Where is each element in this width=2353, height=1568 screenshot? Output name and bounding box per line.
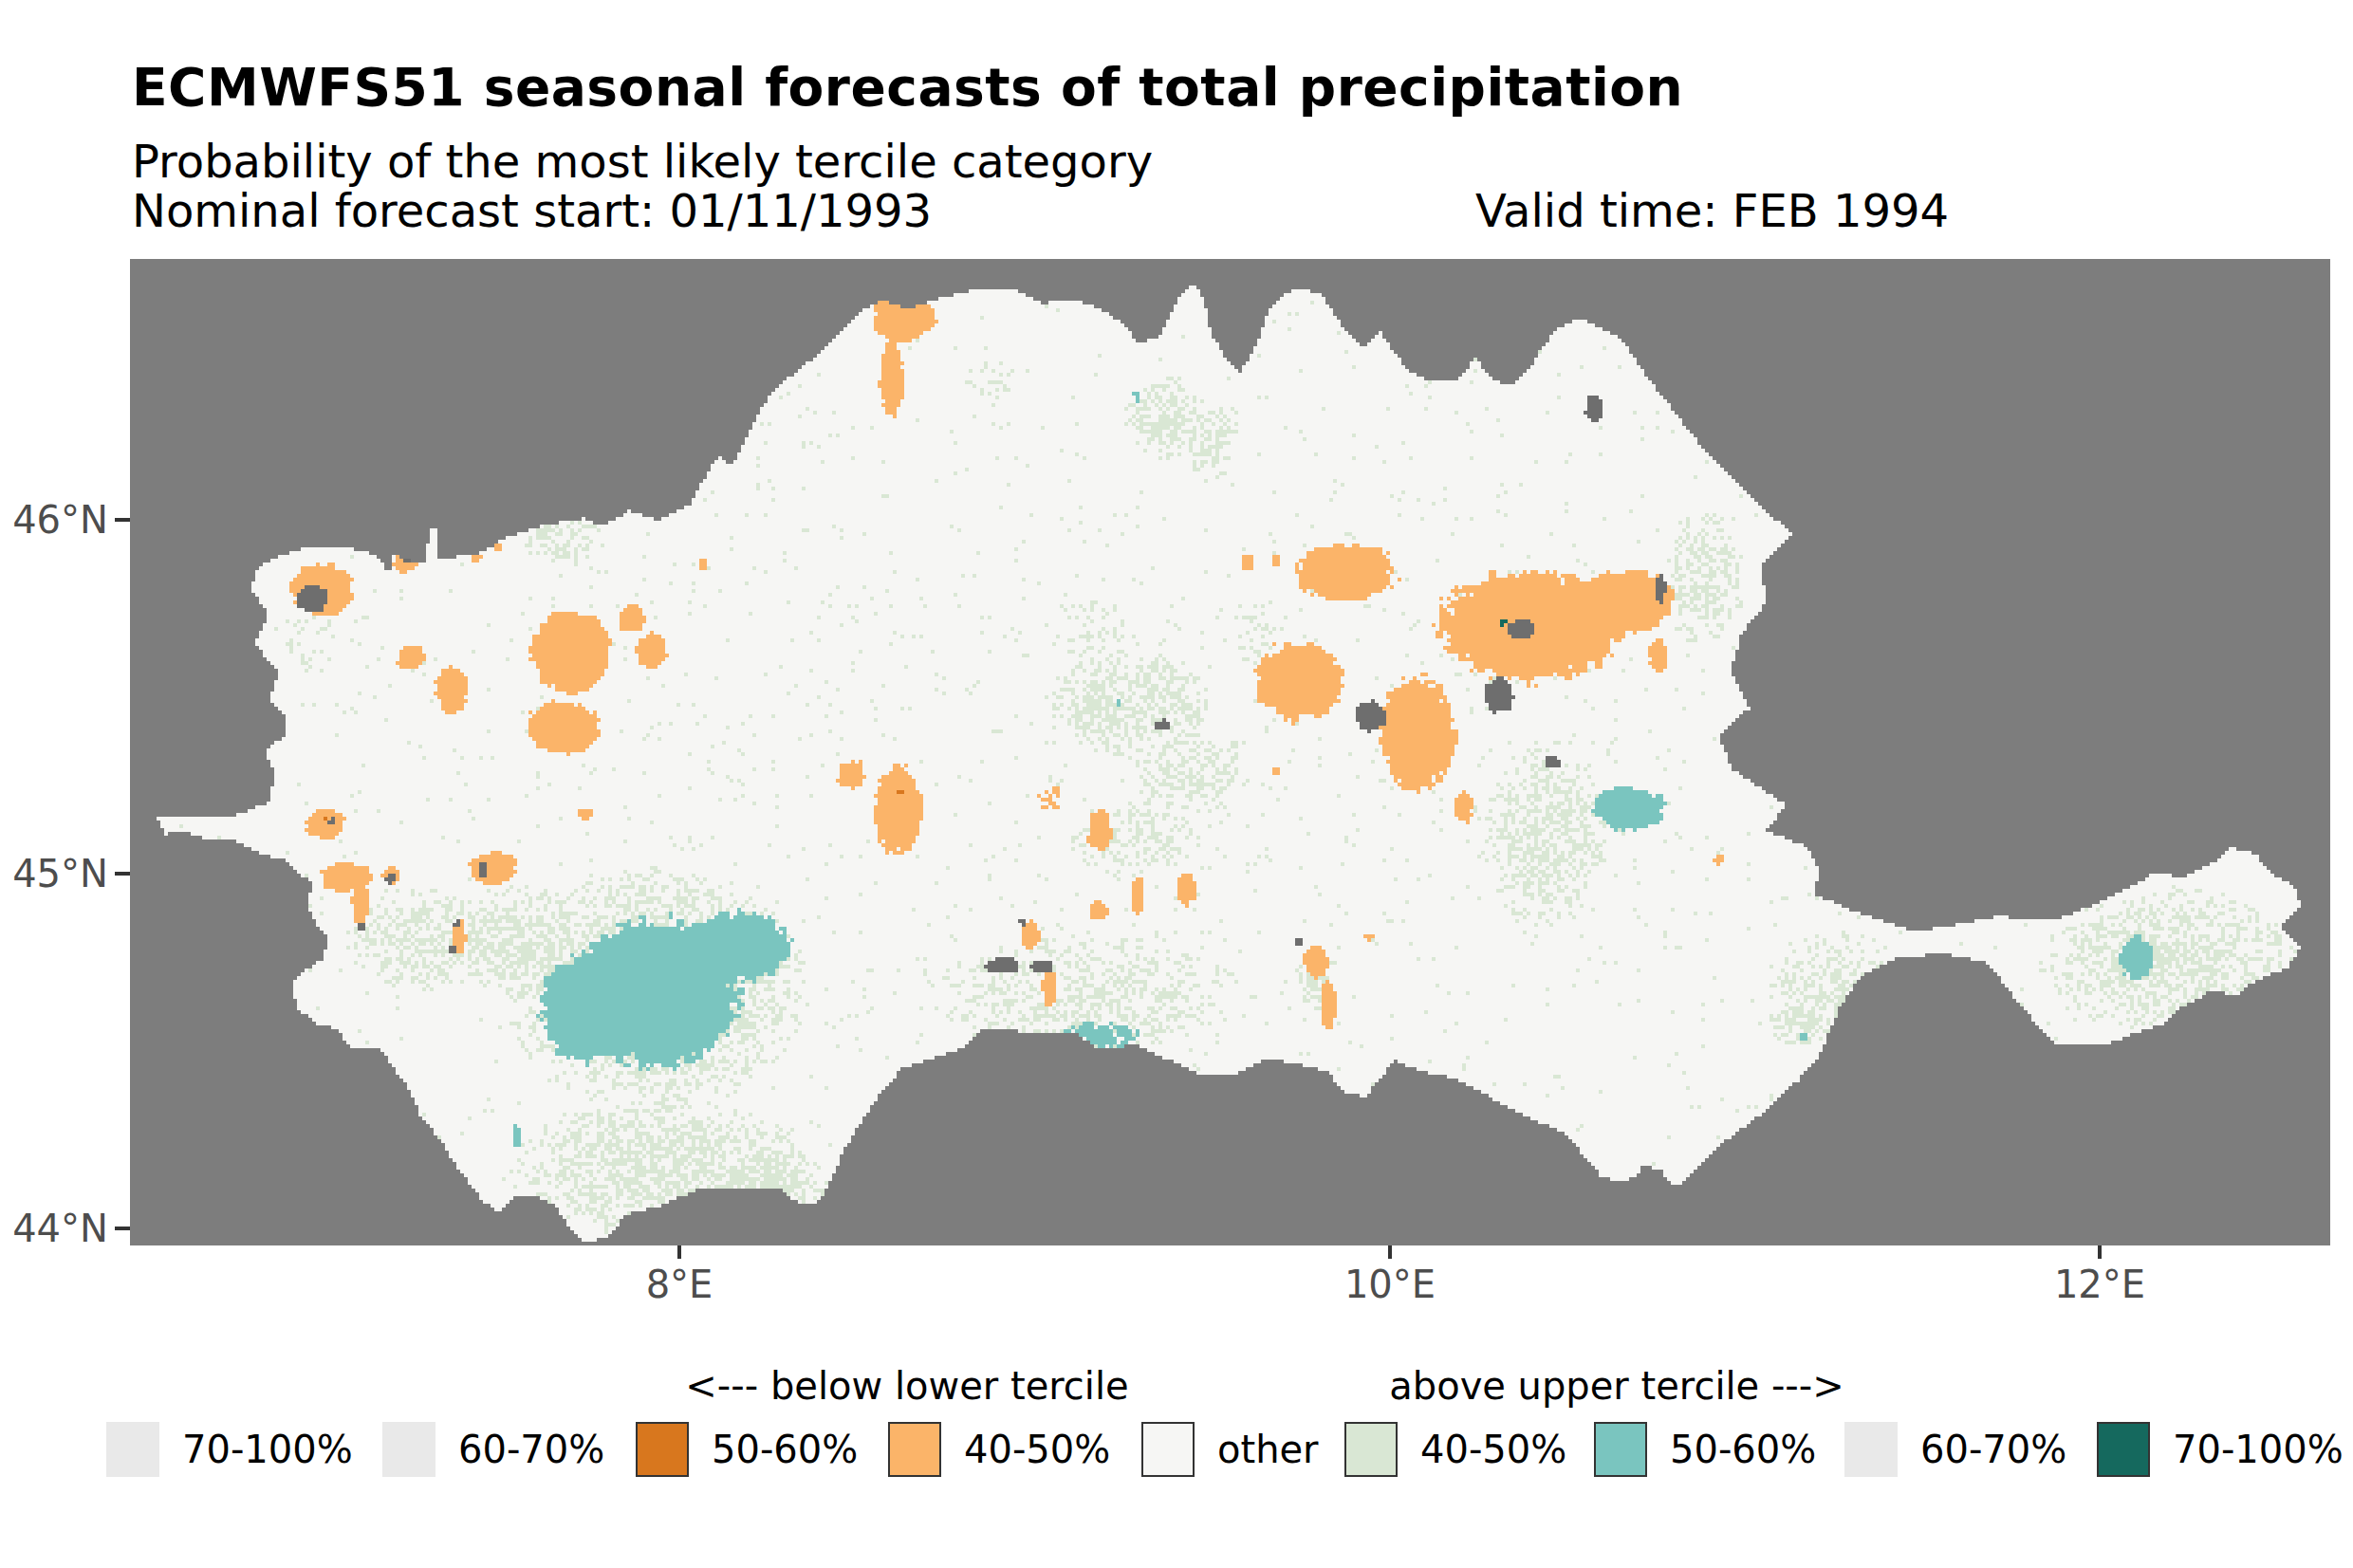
legend-label-5: 40-50% — [1420, 1422, 1566, 1477]
x-axis-tick-mark — [677, 1245, 681, 1259]
x-axis-tick-mark — [1388, 1245, 1392, 1259]
map-panel — [130, 259, 2330, 1245]
legend-swatch-4 — [1141, 1422, 1195, 1477]
forecast-map-canvas — [130, 259, 2330, 1245]
legend-swatch-5 — [1344, 1422, 1398, 1477]
legend-swatch-6 — [1594, 1422, 1647, 1477]
legend-label-3: 40-50% — [964, 1422, 1110, 1477]
legend-header-below-tercile: <--- below lower tercile — [685, 1364, 1128, 1408]
chart-subtitle: Probability of the most likely tercile c… — [132, 135, 1153, 188]
legend-label-4: other — [1217, 1422, 1319, 1477]
legend-swatch-8 — [2097, 1422, 2150, 1477]
y-axis-tick-mark — [115, 872, 130, 876]
x-axis-tick-label: 12°E — [2054, 1263, 2145, 1306]
valid-time-label: Valid time: FEB 1994 — [1475, 184, 1949, 237]
legend-label-2: 50-60% — [712, 1422, 858, 1477]
legend-swatch-0 — [106, 1422, 159, 1477]
legend-label-7: 60-70% — [1920, 1422, 2066, 1477]
y-axis-tick-mark — [115, 518, 130, 522]
legend-label-8: 70-100% — [2173, 1422, 2344, 1477]
forecast-start-label: Nominal forecast start: 01/11/1993 — [132, 184, 932, 237]
y-axis-tick-label: 44°N — [2, 1208, 108, 1249]
chart-title: ECMWFS51 seasonal forecasts of total pre… — [132, 57, 1683, 118]
y-axis-tick-label: 45°N — [2, 853, 108, 895]
y-axis-tick-label: 46°N — [2, 499, 108, 541]
x-axis-tick-mark — [2098, 1245, 2102, 1259]
legend-swatch-3 — [888, 1422, 941, 1477]
legend-swatch-2 — [636, 1422, 689, 1477]
legend-label-1: 60-70% — [458, 1422, 604, 1477]
legend-label-6: 50-60% — [1670, 1422, 1816, 1477]
legend-label-0: 70-100% — [182, 1422, 353, 1477]
legend-header-above-tercile: above upper tercile ---> — [1389, 1364, 1844, 1408]
legend-swatch-7 — [1844, 1422, 1898, 1477]
y-axis-tick-mark — [115, 1227, 130, 1230]
legend-swatch-1 — [382, 1422, 435, 1477]
x-axis-tick-label: 10°E — [1344, 1263, 1436, 1306]
x-axis-tick-label: 8°E — [646, 1263, 713, 1306]
